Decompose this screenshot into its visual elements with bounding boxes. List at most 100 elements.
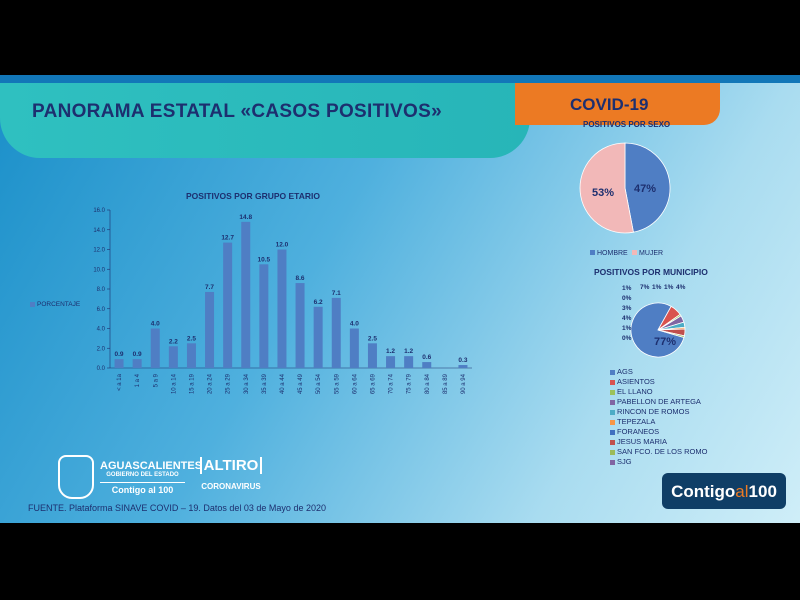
y-tick-label: 14.0 [93, 228, 105, 234]
x-tick-label: 20 a 24 [208, 373, 214, 394]
pie-label-municipio: 77% [654, 336, 676, 348]
legend-label: FORANEOS [617, 427, 660, 436]
legend-swatch [610, 439, 615, 445]
bar-data-label: 12.0 [276, 242, 289, 249]
y-tick-label: 12.0 [93, 248, 105, 254]
legend-label: RINCON DE ROMOS [617, 407, 690, 416]
x-tick-label: 15 a 19 [189, 373, 195, 394]
bar-data-label: 12.7 [221, 235, 234, 242]
bar [422, 362, 432, 368]
bar [241, 221, 251, 368]
pie-label-municipio: 4% [676, 284, 686, 291]
bar [386, 356, 396, 368]
y-tick-label: 0.0 [97, 366, 106, 372]
bar-data-label: 14.8 [239, 214, 252, 221]
x-tick-label: 40 a 44 [280, 373, 286, 394]
title-banner [0, 83, 530, 158]
legend-swatch [30, 302, 35, 307]
pie-label-municipio: 7% [640, 284, 650, 291]
y-tick-label: 6.0 [97, 307, 106, 313]
altiro-logo: ALTIRO CORONAVIRUS [200, 457, 262, 491]
legend-swatch [610, 429, 615, 435]
bar-data-label: 2.2 [169, 338, 178, 345]
bar-data-label: 0.3 [458, 357, 467, 364]
pie-label-mujer: 53% [592, 187, 614, 199]
bar-data-label: 10.5 [258, 256, 271, 263]
y-tick-label: 2.0 [97, 346, 106, 352]
bar [259, 264, 269, 368]
legend-label: SJG [617, 457, 632, 466]
bar-data-label: 0.9 [133, 351, 142, 358]
badge-contigo: Contigo [671, 482, 736, 501]
bar-data-label: 7.1 [332, 290, 341, 297]
y-tick-label: 8.0 [97, 287, 106, 293]
x-tick-label: 65 a 69 [370, 373, 376, 394]
legend-item: JESUS MARIA [610, 437, 707, 447]
page-title: PANORAMA ESTATAL «CASOS POSITIVOS» [32, 101, 442, 122]
legend-label: PORCENTAJE [37, 301, 81, 308]
pie-label-municipio: 1% [622, 285, 632, 292]
legend-label: AGS [617, 367, 633, 376]
bar-data-label: 4.0 [350, 321, 359, 328]
bar-data-label: 2.5 [368, 335, 377, 342]
source-note: FUENTE. Plataforma SINAVE COVID – 19. Da… [28, 503, 326, 513]
municipio-chart-title: POSITIVOS POR MUNICIPIO [594, 267, 708, 277]
x-tick-label: 50 a 54 [316, 373, 322, 394]
legend-label: TEPEZALA [617, 417, 656, 426]
bar [404, 356, 414, 368]
bar [168, 346, 178, 368]
legend-item: FORANEOS [610, 427, 707, 437]
pie-label-hombre: 47% [634, 183, 656, 195]
bar-chart-title: POSITIVOS POR GRUPO ETARIO [186, 191, 320, 201]
legend-swatch [610, 449, 615, 455]
bar [150, 328, 160, 368]
legend-swatch [610, 459, 615, 465]
y-tick-label: 10.0 [93, 267, 105, 273]
legend-item: ASIENTOS [610, 377, 707, 387]
bar [223, 242, 233, 368]
state-sub: GOBIERNO DEL ESTADO [106, 472, 179, 478]
coronavirus-text: CORONAVIRUS [201, 482, 261, 491]
pie-label-municipio: 1% [622, 325, 632, 332]
bar-data-label: 0.6 [422, 354, 431, 361]
sexo-chart-title: POSITIVOS POR SEXO [583, 120, 671, 129]
x-tick-label: 60 a 64 [352, 373, 358, 394]
x-tick-label: 5 a 9 [153, 373, 159, 387]
badge-al: al [735, 482, 749, 501]
bar-data-label: 8.6 [296, 275, 305, 282]
x-tick-label: < a 1a [117, 373, 123, 391]
legend-swatch [610, 379, 615, 385]
bar-data-label: 1.2 [386, 348, 395, 355]
x-tick-label: 30 a 34 [244, 373, 250, 394]
bar-data-label: 7.7 [205, 284, 214, 291]
y-tick-label: 4.0 [97, 327, 106, 333]
bar [331, 297, 341, 368]
legend-item: TEPEZALA [610, 417, 707, 427]
x-tick-label: 90 a 94 [461, 373, 467, 394]
state-crest-logo [58, 455, 94, 499]
contigo-badge: Contigoal100 [662, 473, 786, 509]
covid-banner [515, 83, 720, 125]
x-tick-label: 1 a 4 [135, 373, 141, 387]
bar-data-label: 6.2 [314, 299, 323, 306]
bar [114, 359, 124, 368]
bar-data-label: 1.2 [404, 348, 413, 355]
x-tick-label: 10 a 14 [171, 373, 177, 394]
legend-swatch [610, 369, 615, 375]
legend-item: SAN FCO. DE LOS ROMO [610, 447, 707, 457]
legend-swatch [610, 409, 615, 415]
x-tick-label: 85 a 89 [443, 373, 449, 394]
pie-slice-sexo [579, 142, 634, 234]
x-tick-label: 80 a 84 [425, 373, 431, 394]
bar [205, 291, 215, 368]
legend-item: SJG [610, 457, 707, 467]
x-tick-label: 75 a 79 [407, 373, 413, 394]
legend-item: PABELLON DE ARTEGA [610, 397, 707, 407]
legend-item: AGS [610, 367, 707, 377]
legend-label-hombre: HOMBRE [597, 250, 628, 257]
legend-swatch [632, 250, 637, 255]
pie-label-municipio: 4% [622, 315, 632, 322]
covid-title: COVID-19 [570, 95, 649, 114]
x-tick-label: 55 a 59 [334, 373, 340, 394]
bar [367, 343, 377, 368]
